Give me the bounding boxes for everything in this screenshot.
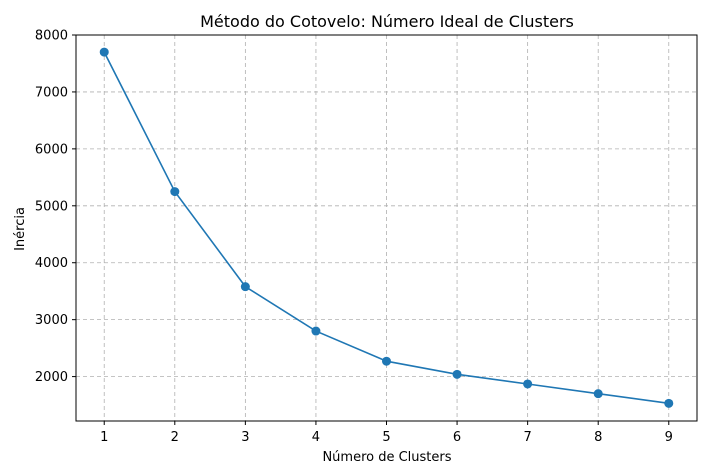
data-point (664, 398, 674, 408)
y-tick-label: 6000 (35, 142, 68, 157)
x-tick-label: 3 (241, 430, 249, 445)
y-tick-label: 4000 (35, 256, 68, 271)
data-point (311, 326, 321, 336)
data-point (523, 379, 533, 389)
y-tick-label: 5000 (35, 199, 68, 214)
x-tick-label: 5 (382, 430, 390, 445)
x-axis-label: Número de Clusters (322, 450, 451, 465)
y-axis-label: Inércia (13, 207, 28, 251)
x-tick-label: 4 (312, 430, 320, 445)
y-tick-label: 8000 (35, 29, 68, 44)
x-tick-label: 8 (594, 430, 602, 445)
plot-frame (75, 34, 698, 422)
data-point (452, 369, 462, 379)
data-point (99, 47, 109, 57)
x-tick-label: 7 (523, 430, 531, 445)
data-point (240, 282, 250, 292)
grid-lines (76, 34, 697, 421)
axes: 1 2 3 4 5 6 7 8 9 2000 3000 4000 5000 6000 7000 8000 (35, 29, 698, 445)
chart-title: Método do Cotovelo: Número Ideal de Clus… (200, 12, 574, 31)
x-tick-label: 2 (171, 430, 179, 445)
y-tick-label: 3000 (35, 313, 68, 328)
x-tick-label: 9 (665, 430, 673, 445)
data-point (593, 389, 603, 399)
data-point (170, 187, 180, 197)
series-layer (99, 47, 674, 408)
x-tick-label: 6 (453, 430, 461, 445)
y-tick-label: 2000 (35, 370, 68, 385)
y-tick-label: 7000 (35, 85, 68, 100)
data-point (382, 356, 391, 366)
x-tick-label: 1 (100, 430, 108, 445)
